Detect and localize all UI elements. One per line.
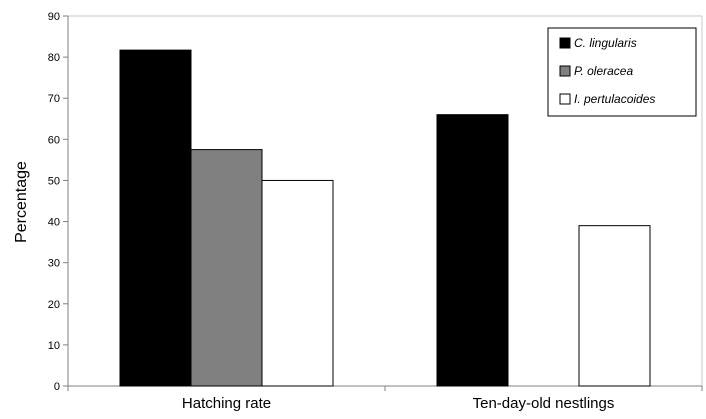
y-tick-label: 0 xyxy=(54,381,60,393)
y-tick-label: 50 xyxy=(48,175,60,187)
bar-0-0 xyxy=(119,49,192,387)
x-axis-labels: Hatching rate Ten-day-old nestlings xyxy=(182,395,614,412)
bar-2-0 xyxy=(261,179,334,387)
y-tick-label: 10 xyxy=(48,340,60,352)
y-tick-label: 40 xyxy=(48,217,60,229)
legend-label: C. lingularis xyxy=(574,36,637,50)
y-tick-label: 60 xyxy=(48,134,60,146)
y-tick-label: 30 xyxy=(48,258,60,270)
y-tick-label: 80 xyxy=(48,52,60,64)
x-category-label: Ten-day-old nestlings xyxy=(473,395,615,412)
y-axis-ticks: 0 10 20 30 40 50 60 70 80 90 xyxy=(48,11,703,393)
y-tick-label: 90 xyxy=(48,11,60,23)
legend-box xyxy=(547,27,697,117)
legend-swatch xyxy=(559,37,571,49)
y-tick-label: 20 xyxy=(48,299,60,311)
bar-1-0 xyxy=(190,149,263,387)
x-category-label: Hatching rate xyxy=(182,395,271,412)
y-axis-title: Percentage xyxy=(13,161,30,243)
legend-label: I. pertulacoides xyxy=(574,92,655,106)
legend-label: P. oleracea xyxy=(574,64,633,78)
bar-2-1 xyxy=(578,225,651,387)
legend: C. lingularis P. oleracea I. pertulacoides xyxy=(547,27,697,117)
legend-swatch xyxy=(559,65,571,77)
legend-swatch xyxy=(559,93,571,105)
y-tick-label: 70 xyxy=(48,93,60,105)
bars xyxy=(119,49,651,387)
bar-0-1 xyxy=(436,114,509,387)
